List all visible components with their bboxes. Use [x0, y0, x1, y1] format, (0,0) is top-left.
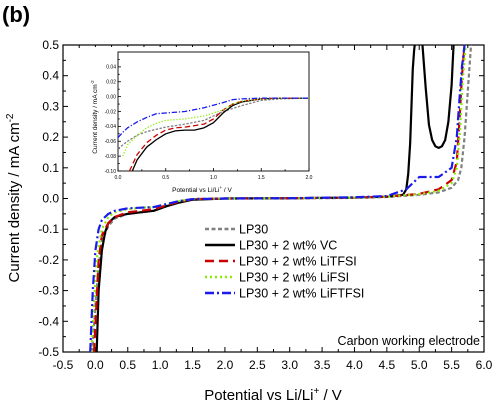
- y-tick-label: 0.1: [42, 161, 59, 175]
- inset-y-tick-label: -0.04: [105, 124, 117, 130]
- legend-label: LP30 + 2 wt% LiFSI: [239, 271, 349, 285]
- inset-series-line: [122, 97, 309, 157]
- x-tick-label: 5.5: [443, 358, 460, 372]
- inset-series-line: [117, 97, 309, 138]
- x-tick-label: 6.0: [476, 358, 493, 372]
- inset-series-group: [117, 97, 310, 172]
- inset-y-tick-label: 0.02: [106, 80, 116, 86]
- inset-x-tick-label: 2.0: [306, 175, 313, 181]
- y-tick-label: -0.2: [38, 253, 59, 267]
- inset-y-axis-label: Current density / mA cm-2: [90, 80, 99, 154]
- x-tick-label: 0.0: [87, 358, 104, 372]
- y-tick-label: 0.2: [42, 130, 59, 144]
- x-tick-label: 4.5: [379, 358, 396, 372]
- series-line-vc-peak: [421, 44, 455, 149]
- annotation-text: Carbon working electrode: [338, 334, 480, 348]
- inset-y-tick-label: -0.02: [105, 109, 117, 115]
- x-tick-label: -0.5: [53, 358, 74, 372]
- x-axis-label: Potential vs Li/Li+ / V: [204, 386, 342, 404]
- x-tick-label: 5.0: [411, 358, 428, 372]
- y-tick-label: -0.1: [38, 222, 59, 236]
- inset-y-tick-label: -0.06: [105, 139, 117, 145]
- x-tick-label: 0.5: [119, 358, 136, 372]
- y-tick-label: -0.5: [38, 345, 59, 359]
- main-series-group: [89, 44, 473, 353]
- x-tick-label: 4.0: [346, 358, 363, 372]
- x-tick-label: 2.0: [217, 358, 234, 372]
- legend-label: LP30 + 2 wt% LiFTFSI: [239, 287, 364, 301]
- inset-x-tick-label: 0.0: [115, 175, 122, 181]
- legend: LP30 LP30 + 2 wt% VC LP30 + 2 wt% LiTFSI LP…: [205, 223, 364, 301]
- series-line: [89, 44, 466, 353]
- inset-y-tick-label: 0.00: [106, 94, 116, 100]
- inset-y-tick-label: 0.04: [106, 65, 116, 71]
- legend-label: LP30: [239, 223, 268, 237]
- x-tick-label: 1.0: [152, 358, 169, 372]
- inset-y-tick-label: -0.10: [105, 169, 117, 175]
- y-tick-label: -0.4: [38, 314, 59, 328]
- main-tick-labels: -0.5 0.0 0.5 1.0 1.5 2.0 2.5 3.0 3.5 4.0 4.5 5.0 5.5…: [38, 38, 492, 372]
- inset-x-tick-label: 1.5: [258, 175, 265, 181]
- inset-x-tick-label: 0.5: [162, 175, 169, 181]
- inset-axes: [117, 51, 310, 172]
- x-tick-label: 1.5: [184, 358, 201, 372]
- inset-series-line: [117, 97, 310, 150]
- inset-x-axis-label: Potential vs Li/Li+ / V: [172, 185, 232, 194]
- panel-label: (b): [2, 2, 30, 27]
- legend-label: LP30 + 2 wt% VC: [239, 239, 337, 253]
- y-tick-label: -0.3: [38, 284, 59, 298]
- y-tick-label: 0.3: [42, 99, 59, 113]
- inset-chart: 0.0 0.5 1.0 1.5 2.0 -0.10 -0.08 -0.06 -0.04 -0.02…: [89, 47, 313, 194]
- legend-label: LP30 + 2 wt% LiTFSI: [239, 255, 357, 269]
- y-tick-label: 0.4: [42, 69, 59, 83]
- y-tick-label: 0.0: [42, 192, 59, 206]
- series-line: [90, 44, 467, 353]
- inset-y-tick-label: -0.08: [105, 154, 117, 160]
- inset-x-tick-label: 1.0: [210, 175, 217, 181]
- x-tick-label: 3.0: [281, 358, 298, 372]
- inset-tick-labels: 0.0 0.5 1.0 1.5 2.0 -0.10 -0.08 -0.06 -0.04 -0.02…: [105, 65, 313, 181]
- y-axis-label: Current density / mA cm-2: [5, 113, 23, 282]
- series-line: [92, 44, 466, 353]
- y-tick-label: 0.5: [42, 38, 59, 52]
- x-tick-label: 2.5: [249, 358, 266, 372]
- x-tick-label: 3.5: [314, 358, 331, 372]
